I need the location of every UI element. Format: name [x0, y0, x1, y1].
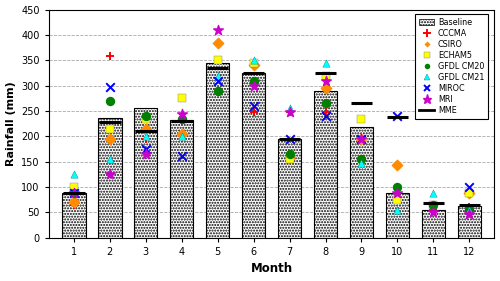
Point — [286, 155, 294, 159]
Point — [250, 104, 258, 108]
Bar — [314, 91, 337, 238]
Y-axis label: Rainfall (mm): Rainfall (mm) — [6, 81, 16, 166]
Point — [394, 163, 402, 167]
Point — [286, 152, 294, 157]
Bar — [206, 63, 230, 238]
Point — [466, 185, 473, 189]
Bar — [170, 120, 194, 238]
Point — [466, 208, 473, 212]
Point — [430, 191, 438, 196]
Point — [70, 185, 78, 189]
Point — [358, 137, 366, 141]
Bar — [350, 127, 373, 238]
Point — [142, 134, 150, 139]
Point — [322, 114, 330, 118]
Point — [322, 101, 330, 106]
X-axis label: Month: Month — [250, 262, 292, 275]
Point — [358, 137, 366, 141]
Point — [322, 73, 330, 78]
Point — [286, 106, 294, 111]
Point — [178, 134, 186, 139]
Point — [70, 203, 78, 207]
Point — [70, 191, 78, 196]
Point — [250, 63, 258, 68]
Bar — [98, 118, 122, 238]
Point — [70, 172, 78, 177]
Point — [106, 137, 114, 141]
Point — [394, 191, 402, 196]
Point — [178, 132, 186, 136]
Point — [286, 110, 294, 114]
Point — [142, 152, 150, 157]
Point — [430, 208, 438, 212]
Point — [178, 134, 186, 139]
Point — [466, 191, 473, 196]
Point — [142, 114, 150, 118]
Point — [178, 116, 186, 121]
Point — [466, 211, 473, 216]
Point — [286, 157, 294, 162]
Bar — [422, 210, 445, 238]
Point — [178, 153, 186, 158]
Point — [466, 191, 473, 196]
Point — [142, 137, 150, 141]
Bar — [62, 193, 86, 238]
Point — [178, 111, 186, 116]
Point — [106, 99, 114, 103]
Point — [466, 208, 473, 212]
Point — [214, 28, 222, 32]
Point — [394, 191, 402, 196]
Point — [466, 205, 473, 210]
Bar — [134, 108, 158, 238]
Point — [286, 110, 294, 114]
Point — [214, 78, 222, 83]
Point — [358, 116, 366, 121]
Point — [106, 84, 114, 89]
Point — [214, 40, 222, 45]
Bar — [386, 193, 409, 238]
Point — [70, 191, 78, 196]
Point — [106, 126, 114, 131]
Bar — [458, 207, 481, 238]
Point — [106, 172, 114, 177]
Bar — [242, 73, 266, 238]
Point — [250, 78, 258, 83]
Point — [214, 40, 222, 45]
Point — [214, 73, 222, 78]
Point — [430, 203, 438, 207]
Point — [358, 137, 366, 141]
Point — [214, 89, 222, 93]
Point — [322, 110, 330, 114]
Point — [286, 137, 294, 141]
Point — [394, 185, 402, 189]
Point — [394, 208, 402, 212]
Point — [430, 203, 438, 207]
Point — [250, 61, 258, 65]
Point — [250, 83, 258, 88]
Point — [70, 200, 78, 205]
Point — [322, 61, 330, 65]
Point — [394, 198, 402, 202]
Point — [250, 58, 258, 63]
Point — [394, 114, 402, 118]
Point — [106, 54, 114, 58]
Bar — [278, 139, 301, 238]
Point — [250, 110, 258, 114]
Point — [430, 101, 438, 106]
Point — [178, 96, 186, 101]
Point — [70, 191, 78, 196]
Point — [142, 147, 150, 151]
Point — [214, 58, 222, 63]
Point — [322, 86, 330, 90]
Point — [106, 157, 114, 162]
Point — [358, 160, 366, 165]
Point — [142, 126, 150, 131]
Point — [430, 110, 438, 114]
Point — [322, 78, 330, 83]
Point — [430, 210, 438, 215]
Legend: Baseline, CCCMA, CSIRO, ECHAM5, GFDL CM20, GFDL CM21, MIROC, MRI, MME: Baseline, CCCMA, CSIRO, ECHAM5, GFDL CM2… — [415, 14, 488, 119]
Point — [358, 137, 366, 141]
Point — [358, 157, 366, 162]
Point — [142, 116, 150, 121]
